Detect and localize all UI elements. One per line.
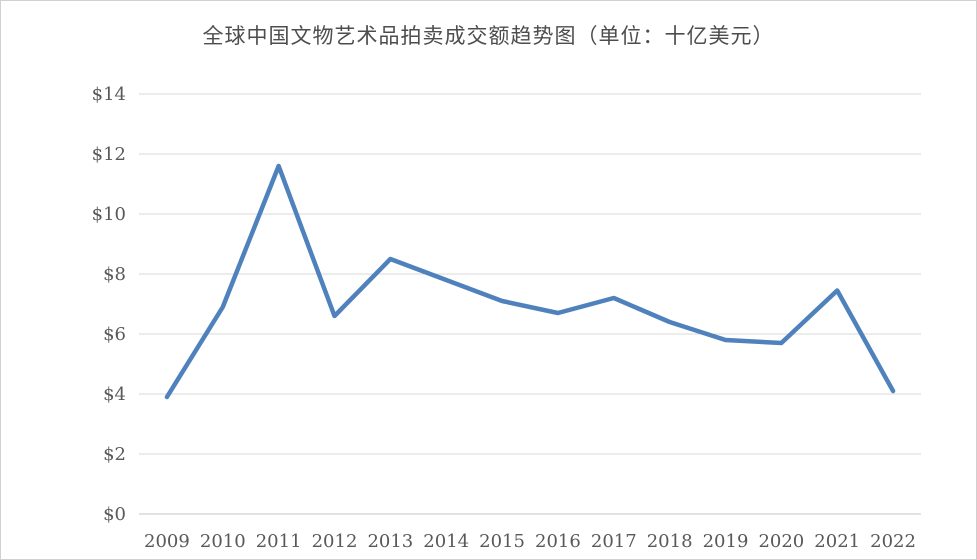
x-axis-tick-label: 2018 (647, 531, 693, 552)
x-axis-tick-label: 2021 (814, 531, 860, 552)
x-axis-tick-label: 2009 (144, 531, 190, 552)
y-axis-tick-label: $2 (103, 444, 126, 465)
x-axis-tick-label: 2017 (591, 531, 637, 552)
y-axis-tick-label: $14 (92, 84, 126, 105)
x-axis-tick-label: 2016 (535, 531, 581, 552)
x-axis-tick-label: 2022 (870, 531, 916, 552)
chart-title: 全球中国文物艺术品拍卖成交额趋势图（单位：十亿美元） (202, 24, 775, 48)
x-axis-tick-label: 2019 (703, 531, 749, 552)
x-axis-tick-label: 2020 (758, 531, 804, 552)
x-axis-tick-label: 2012 (312, 531, 358, 552)
y-axis-tick-label: $8 (103, 264, 126, 285)
y-axis-tick-label: $0 (103, 504, 126, 525)
x-axis-tick-label: 2013 (367, 531, 413, 552)
y-axis-tick-label: $10 (92, 204, 126, 225)
x-axis-tick-label: 2014 (423, 531, 469, 552)
x-axis-tick-label: 2011 (256, 531, 302, 552)
y-axis-tick-label: $4 (103, 384, 126, 405)
y-axis-tick-label: $6 (103, 324, 126, 345)
x-axis-tick-label: 2015 (479, 531, 525, 552)
x-axis-tick-label: 2010 (200, 531, 246, 552)
trend-line-series (164, 163, 896, 400)
y-axis-tick-label: $12 (92, 144, 126, 165)
